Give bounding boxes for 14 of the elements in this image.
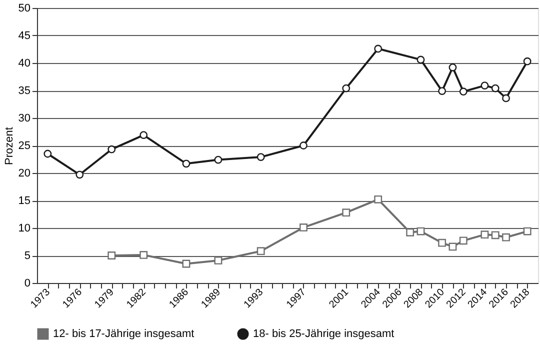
y-tick-label: 20	[18, 168, 30, 180]
y-tick-label: 40	[18, 58, 30, 70]
y-tick-label: 15	[18, 195, 30, 207]
legend-label: 18- bis 25-Jährige insgesamt	[253, 328, 394, 340]
y-tick-label: 30	[18, 112, 30, 124]
y-tick-label: 5	[24, 250, 30, 262]
legend-label: 12- bis 17-Jährige insgesamt	[53, 328, 194, 340]
y-tick-label: 35	[18, 85, 30, 97]
y-tick-label: 0	[24, 278, 30, 290]
y-axis-title: Prozent	[3, 127, 16, 165]
y-tick-label: 50	[18, 2, 30, 14]
y-tick-label: 25	[18, 140, 30, 152]
y-tick-label: 10	[18, 222, 30, 234]
y-tick-label: 45	[18, 30, 30, 42]
